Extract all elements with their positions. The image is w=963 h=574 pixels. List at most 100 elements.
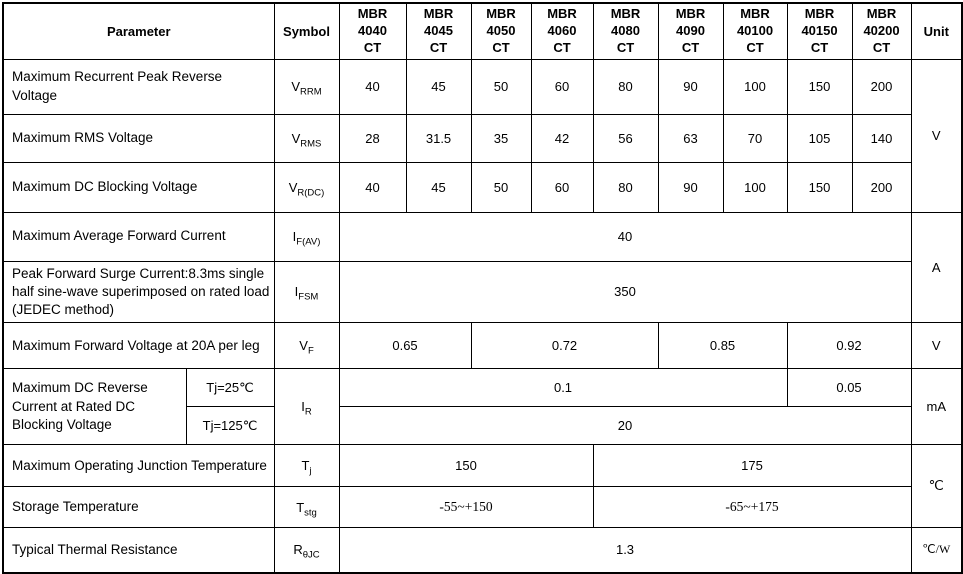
row-tstg: Storage Temperature Tstg -55~+150 -65~+1… [2,486,962,529]
value-cell: 50 [470,58,532,115]
value-cell: 0.85 [657,322,788,370]
symbol-subscript: j [309,465,312,477]
symbol-subscript: R [304,406,312,418]
value-cell: 90 [657,161,724,213]
header-part-mbr4080ct: MBR 4080 CT [592,2,659,60]
header-part-mbr40200ct: MBR 40200 CT [851,2,912,60]
symbol-cell-rthjc: RθJC [273,527,340,574]
symbol-subscript: F [307,345,314,357]
header-part-mbr40100ct: MBR 40100 CT [722,2,788,60]
value-cell: 40 [338,58,407,115]
value-cell: 70 [722,113,788,163]
header-part-mbr4060ct: MBR 4060 CT [530,2,594,60]
header-unit: Unit [910,2,963,60]
symbol-subscript: F(AV) [296,236,321,248]
header-part-mbr4090ct: MBR 4090 CT [657,2,724,60]
symbol-main: R [293,542,303,558]
value-cell: 100 [722,161,788,213]
symbol-subscript: RMS [300,138,322,150]
value-cell: 140 [851,113,912,163]
symbol-subscript: stg [304,507,317,519]
value-cell: 63 [657,113,724,163]
row-vrms: Maximum RMS Voltage VRMS 28 31.5 35 42 5… [2,113,962,163]
value-cell-ifav: 40 [338,211,912,262]
row-ifav: Maximum Average Forward Current IF(AV) 4… [2,211,963,324]
value-cell: 40 [338,161,407,213]
row-vf: Maximum Forward Voltage at 20A per leg V… [2,322,963,370]
symbol-cell-tstg: Tstg [273,486,340,529]
param-cell-vrrm: Maximum Recurrent Peak Reverse Voltage [2,58,275,115]
symbol-cell-vrms: VRMS [273,113,340,163]
symbol-main: I [294,284,299,300]
symbol-main: V [299,338,308,354]
param-cell-ifsm: Peak Forward Surge Current:8.3ms single … [2,260,275,324]
value-cell: 20 [338,406,912,446]
value-cell-ifsm: 350 [338,260,912,324]
row-rthjc: Typical Thermal Resistance RθJC 1.3 ℃/W [2,527,963,574]
unit-cell-temperature: ℃ [910,444,963,529]
symbol-main: T [301,458,310,474]
symbol-subscript: R(DC) [297,187,325,199]
symbol-main: I [292,229,297,244]
value-cell: 80 [592,161,659,213]
value-cell: 0.92 [786,322,912,370]
value-cell: 0.65 [338,322,472,370]
value-cell: 90 [657,58,724,115]
symbol-cell-ir: IR [273,368,340,446]
condition-cell-tj125: Tj=125℃ [185,406,275,446]
row-tj: Maximum Operating Junction Temperature T… [2,444,963,529]
param-cell-vf: Maximum Forward Voltage at 20A per leg [2,322,275,370]
value-cell: 0.72 [470,322,659,370]
value-cell: 42 [530,113,594,163]
header-row: Parameter Symbol MBR 4040 CT MBR 4045 CT… [2,2,963,60]
value-cell: 60 [530,161,594,213]
value-cell: 200 [851,58,912,115]
symbol-subscript: θJC [302,550,320,561]
value-cell: 31.5 [405,113,472,163]
symbol-main: I [301,399,305,415]
symbol-cell-ifav: IF(AV) [273,211,340,262]
value-cell: 35 [470,113,532,163]
value-cell: 105 [786,113,853,163]
unit-cell-reverse-current: mA [910,368,963,446]
value-cell: 50 [470,161,532,213]
row-vrrm: Maximum Recurrent Peak Reverse Voltage V… [2,58,963,213]
value-cell: 45 [405,161,472,213]
value-cell: 45 [405,58,472,115]
header-symbol: Symbol [273,2,340,60]
condition-cell-tj25: Tj=25℃ [185,368,275,408]
value-cell: 175 [592,444,912,488]
value-cell: 100 [722,58,788,115]
header-parameter: Parameter [2,2,275,60]
param-cell-vrdc: Maximum DC Blocking Voltage [2,161,275,213]
value-cell: 80 [592,58,659,115]
header-part-mbr4050ct: MBR 4050 CT [470,2,532,60]
row-ir-125c: Tj=125℃ 20 [3,406,962,446]
value-cell: 56 [592,113,659,163]
unit-cell-current: A [910,211,963,324]
symbol-cell-vrrm: VRRM [273,58,340,115]
param-cell-ifav: Maximum Average Forward Current [2,211,275,262]
param-cell-vrms: Maximum RMS Voltage [2,113,275,163]
symbol-cell-tj: Tj [273,444,340,488]
symbol-subscript: FSM [298,291,319,303]
value-cell: 0.05 [786,368,912,408]
row-vrdc: Maximum DC Blocking Voltage VR(DC) 40 45… [2,161,962,213]
value-cell: -55~+150 [338,486,594,529]
param-cell-ir: Maximum DC Reverse Current at Rated DC B… [2,368,187,446]
symbol-cell-ifsm: IFSM [273,260,340,324]
value-cell: 150 [338,444,594,488]
symbol-main: V [291,130,301,146]
param-cell-rthjc: Typical Thermal Resistance [2,527,275,574]
unit-cell-forward-voltage: V [910,322,963,370]
symbol-cell-vrdc: VR(DC) [273,161,340,213]
param-cell-tstg: Storage Temperature [2,486,275,529]
unit-cell-thermal-resistance: ℃/W [910,527,963,574]
value-cell: 60 [530,58,594,115]
value-cell: 150 [786,58,853,115]
value-cell: 150 [786,161,853,213]
symbol-main: V [288,179,298,195]
value-cell: 200 [851,161,912,213]
